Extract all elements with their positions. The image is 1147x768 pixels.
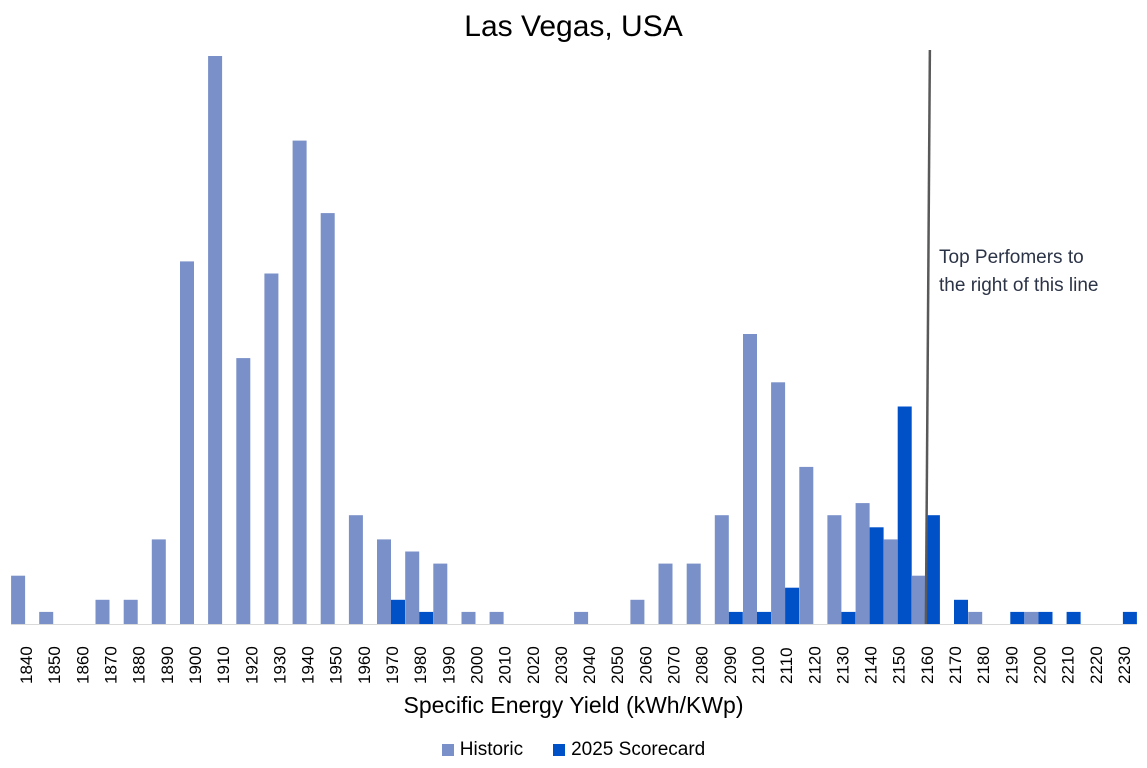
bar-scorecard-2100 xyxy=(757,611,771,624)
x-tick-label-1970: 1970 xyxy=(383,646,402,684)
x-tick-label-2180: 2180 xyxy=(974,646,993,684)
x-tick-label-1950: 1950 xyxy=(327,646,346,684)
x-tick-label-2140: 2140 xyxy=(862,646,881,684)
x-tick-label-1900: 1900 xyxy=(186,646,205,684)
chart-plot: 1840 1850 1860 1870 1880 1890 1900 1910 1920 1930… xyxy=(11,49,1137,684)
x-tick-label-2230: 2230 xyxy=(1115,646,1134,684)
bar-scorecard-2150 xyxy=(897,406,912,624)
bar-historic-2130 xyxy=(827,515,842,624)
bar-historic-1930 xyxy=(264,273,279,624)
x-tick-label-2050: 2050 xyxy=(608,646,627,684)
reference-line xyxy=(924,49,932,625)
bar-scorecard-1970 xyxy=(391,599,405,624)
bar-historic-2010 xyxy=(489,611,504,624)
bar-historic-2110 xyxy=(771,382,786,624)
legend-label-scorecard: 2025 Scorecard xyxy=(571,739,706,760)
x-tick-label-1960: 1960 xyxy=(355,646,374,684)
x-tick-label-2170: 2170 xyxy=(946,646,965,684)
bar-historic-2200 xyxy=(1024,611,1039,624)
bar-historic-2080 xyxy=(686,563,701,624)
x-tick-label-2060: 2060 xyxy=(636,646,655,684)
bar-historic-1900 xyxy=(180,261,194,624)
x-tick-label-1990: 1990 xyxy=(439,646,458,684)
legend: Historic 2025 Scorecard xyxy=(0,739,1147,761)
legend-swatch-historic xyxy=(441,744,454,756)
x-tick-label-2210: 2210 xyxy=(1059,646,1078,684)
x-tick-label-1880: 1880 xyxy=(130,646,149,684)
bar-historic-2180 xyxy=(968,611,983,624)
x-tick-label-2100: 2100 xyxy=(749,646,768,684)
bar-historic-2120 xyxy=(799,466,814,624)
bar-historic-1870 xyxy=(95,599,110,624)
x-tick-label-2160: 2160 xyxy=(918,646,937,684)
x-tick-label-2010: 2010 xyxy=(496,646,515,684)
annotation-line-1: Top Perfomers to xyxy=(939,247,1084,268)
x-tick-label-2220: 2220 xyxy=(1087,646,1106,684)
bar-historic-1950 xyxy=(320,213,335,624)
x-tick-label-1920: 1920 xyxy=(242,646,261,684)
x-tick-label-1840: 1840 xyxy=(17,646,36,684)
x-tick-label-1870: 1870 xyxy=(102,646,121,684)
bar-historic-1910 xyxy=(208,56,223,624)
bar-historic-1850 xyxy=(39,611,54,624)
bar-scorecard-2230 xyxy=(1122,611,1137,624)
bar-scorecard-2200 xyxy=(1038,611,1053,624)
x-tick-label-2200: 2200 xyxy=(1031,646,1050,684)
bar-historic-2100 xyxy=(743,334,757,624)
x-tick-label-2030: 2030 xyxy=(552,646,571,684)
bar-scorecard-2210 xyxy=(1066,611,1081,624)
legend-item-historic: Historic xyxy=(441,739,524,761)
bar-scorecard-2140 xyxy=(869,527,884,624)
x-tick-label-1980: 1980 xyxy=(411,646,430,684)
x-tick-label-1890: 1890 xyxy=(158,646,177,684)
bar-historic-1990 xyxy=(433,563,448,624)
bar-historic-2000 xyxy=(461,611,476,624)
x-tick-label-2110: 2110 xyxy=(777,647,796,684)
bar-historic-1840 xyxy=(11,575,26,624)
x-tick-label-2090: 2090 xyxy=(721,646,740,684)
legend-label-historic: Historic xyxy=(459,739,524,760)
bar-historic-1980 xyxy=(405,551,420,624)
x-tick-label-1940: 1940 xyxy=(299,646,318,684)
x-tick-label-2190: 2190 xyxy=(1002,646,1021,684)
bar-scorecard-2110 xyxy=(785,587,800,624)
x-tick-label-2020: 2020 xyxy=(524,646,543,684)
bar-scorecard-2160 xyxy=(925,515,940,624)
bar-scorecard-2190 xyxy=(1010,611,1025,624)
bar-scorecard-1980 xyxy=(419,611,434,624)
x-tick-label-2120: 2120 xyxy=(805,646,824,684)
reference-line-annotation: Top Perfomers to the right of this line xyxy=(939,244,1139,300)
bar-historic-1920 xyxy=(236,358,251,624)
x-tick-label-1860: 1860 xyxy=(73,646,92,684)
bar-scorecard-2170 xyxy=(954,599,968,624)
legend-swatch-scorecard xyxy=(553,744,566,756)
bar-historic-2160 xyxy=(911,575,926,624)
bar-scorecard-2130 xyxy=(841,611,856,624)
bar-historic-2150 xyxy=(883,539,898,624)
chart-title: Las Vegas, USA xyxy=(464,10,683,43)
annotation-line-2: the right of this line xyxy=(939,275,1099,296)
bar-scorecard-2090 xyxy=(728,611,743,624)
x-tick-label-2070: 2070 xyxy=(665,646,684,684)
bar-historic-2090 xyxy=(714,515,729,624)
bar-historic-2070 xyxy=(658,563,673,624)
x-tick-label-2040: 2040 xyxy=(580,646,599,684)
bar-historic-1880 xyxy=(123,599,138,624)
x-tick-label-1930: 1930 xyxy=(270,646,289,684)
bar-historic-1890 xyxy=(151,539,166,624)
bar-historic-1940 xyxy=(292,140,307,624)
bar-historic-2140 xyxy=(855,503,870,624)
x-axis-label: Specific Energy Yield (kWh/KWp) xyxy=(403,692,744,718)
x-tick-label-2130: 2130 xyxy=(833,646,852,684)
x-tick-label-1910: 1910 xyxy=(214,646,233,684)
bar-historic-1970 xyxy=(377,539,391,624)
bar-historic-2060 xyxy=(630,599,645,624)
bar-historic-1960 xyxy=(348,515,363,624)
x-tick-label-2150: 2150 xyxy=(890,646,909,684)
x-tick-label-2080: 2080 xyxy=(693,646,712,684)
bar-historic-2040 xyxy=(574,611,589,624)
legend-item-scorecard: 2025 Scorecard xyxy=(553,739,705,761)
x-tick-label-1850: 1850 xyxy=(45,646,64,684)
x-tick-label-2000: 2000 xyxy=(468,646,487,684)
